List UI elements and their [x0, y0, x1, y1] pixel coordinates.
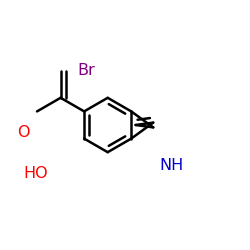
Text: O: O [17, 126, 29, 140]
Text: Br: Br [77, 63, 95, 78]
Text: NH: NH [159, 158, 183, 172]
Text: HO: HO [23, 166, 48, 181]
